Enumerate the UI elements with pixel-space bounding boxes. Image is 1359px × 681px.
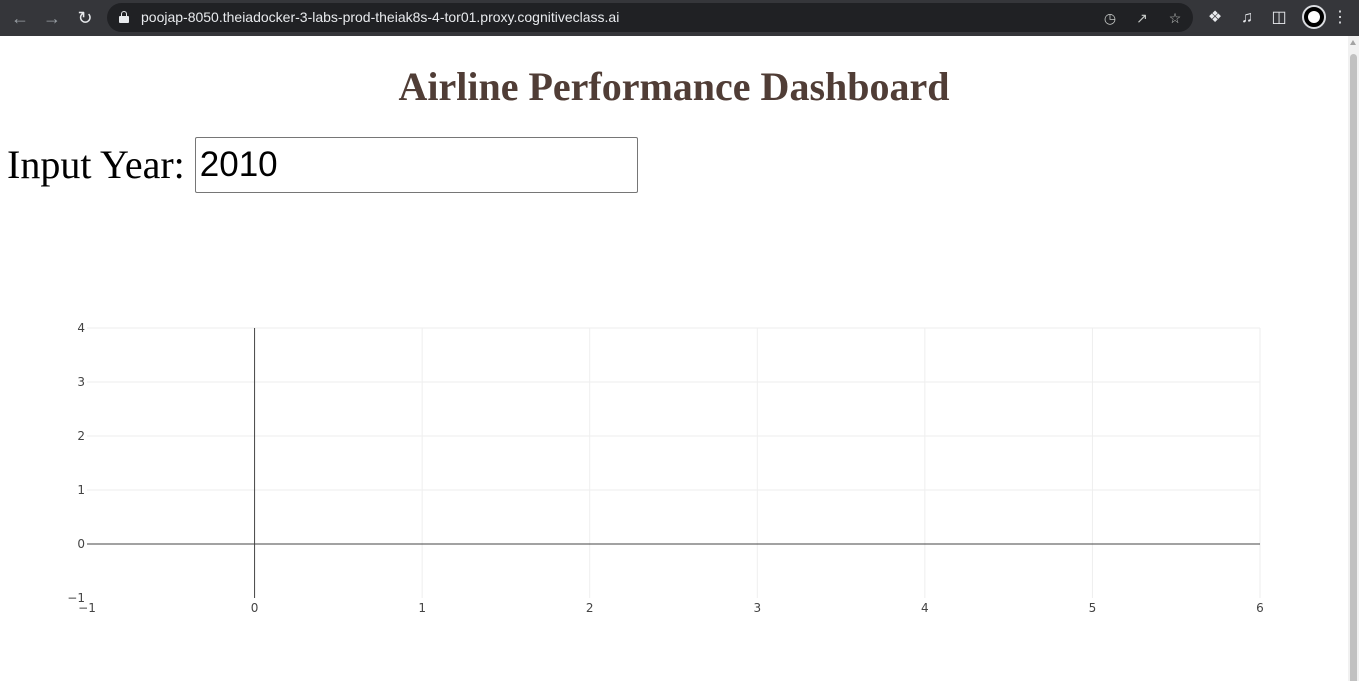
x-tick-label: 2: [586, 601, 594, 615]
scroll-up-arrow-icon[interactable]: [1350, 40, 1356, 45]
input-year-label: Input Year:: [7, 142, 185, 188]
x-tick-label: 6: [1256, 601, 1264, 615]
chart-zero-lines: [87, 328, 1260, 598]
page-title: Airline Performance Dashboard: [0, 64, 1348, 110]
kebab-menu-icon[interactable]: ⋮: [1332, 7, 1348, 29]
dashboard-page: Airline Performance Dashboard Input Year…: [0, 36, 1348, 681]
url-text[interactable]: poojap-8050.theiadocker-3-labs-prod-thei…: [141, 9, 619, 26]
side-panel-icon[interactable]: ◫: [1268, 7, 1290, 29]
year-input[interactable]: [195, 137, 638, 193]
x-tick-label: 1: [418, 601, 426, 615]
address-bar[interactable]: poojap-8050.theiadocker-3-labs-prod-thei…: [107, 3, 1193, 32]
chart-grid: [87, 328, 1260, 598]
x-axis-ticks: −1 0 1 2 3 4 5 6: [78, 601, 1264, 615]
x-tick-label: 4: [921, 601, 929, 615]
x-tick-label: 3: [753, 601, 761, 615]
star-icon[interactable]: ☆: [1166, 9, 1184, 27]
y-tick-label: 1: [77, 483, 85, 497]
arrow-right-icon[interactable]: →: [40, 6, 64, 30]
gauge-icon[interactable]: ◷: [1101, 9, 1119, 27]
lock-icon[interactable]: [119, 11, 129, 23]
y-axis-ticks: −1 0 1 2 3 4: [67, 321, 85, 605]
y-tick-label: 3: [77, 375, 85, 389]
y-tick-label: 4: [77, 321, 85, 335]
y-tick-label: 0: [77, 537, 85, 551]
browser-toolbar: ← → ↻ poojap-8050.theiadocker-3-labs-pro…: [0, 0, 1359, 36]
reload-icon[interactable]: ↻: [73, 6, 97, 30]
vertical-scrollbar[interactable]: [1348, 36, 1359, 681]
y-tick-label: −1: [67, 591, 85, 605]
x-tick-label: 5: [1089, 601, 1097, 615]
puzzle-icon[interactable]: ❖: [1204, 7, 1226, 29]
x-tick-label: 0: [251, 601, 259, 615]
media-queue-icon[interactable]: ♫: [1236, 7, 1258, 29]
scroll-thumb[interactable]: [1350, 54, 1357, 681]
year-input-row: Input Year:: [7, 137, 638, 193]
profile-avatar[interactable]: [1302, 5, 1326, 29]
share-icon[interactable]: ↗: [1133, 9, 1151, 27]
arrow-left-icon[interactable]: ←: [8, 6, 32, 30]
empty-chart[interactable]: −1 0 1 2 3 4 5 6 −1 0 1 2 3 4: [0, 306, 1348, 656]
y-tick-label: 2: [77, 429, 85, 443]
